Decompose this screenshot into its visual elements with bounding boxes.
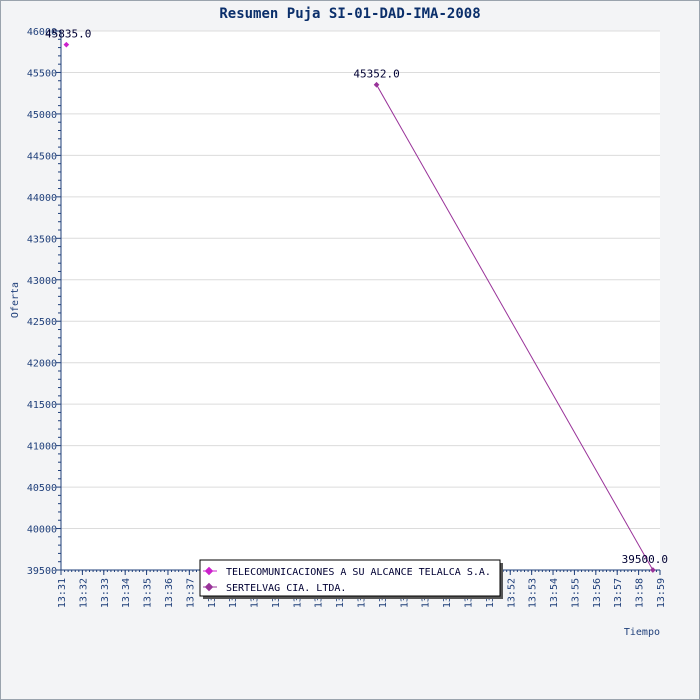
- y-tick-label: 42500: [27, 317, 57, 328]
- plot-area: [61, 31, 660, 570]
- y-tick-label: 41000: [27, 442, 57, 453]
- data-point: [373, 81, 380, 88]
- data-label: 45835.0: [45, 28, 91, 41]
- y-tick-label: 39500: [27, 566, 57, 577]
- x-tick-label: 13:52: [506, 578, 517, 608]
- y-axis-ticks: 39500 40000 40500 41000 41500 42000 42500 43000…: [27, 27, 57, 577]
- x-tick-label: 13:53: [528, 578, 539, 608]
- legend-box: [199, 559, 501, 597]
- data-label: 39500.0: [622, 553, 668, 566]
- y-tick-label: 43000: [27, 276, 57, 287]
- x-tick-label: 13:57: [613, 578, 624, 608]
- y-tick-label: 45500: [27, 68, 57, 79]
- x-axis-title: Tiempo: [624, 627, 660, 638]
- x-tick-label: 13:32: [78, 578, 89, 608]
- x-tick-label: 13:55: [570, 578, 581, 608]
- x-tick-label: 13:58: [635, 578, 646, 608]
- x-tick-label: 13:33: [100, 578, 111, 608]
- legend-label: TELECOMUNICACIONES A SU ALCANCE TELALCA …: [226, 567, 491, 578]
- x-tick-label: 13:37: [185, 578, 196, 608]
- y-tick-label: 45000: [27, 110, 57, 121]
- data-label: 45352.0: [353, 68, 399, 81]
- x-tick-label: 13:56: [592, 578, 603, 608]
- x-tick-label: 13:34: [121, 578, 132, 608]
- y-tick-label: 41500: [27, 400, 57, 411]
- y-tick-label: 43500: [27, 234, 57, 245]
- y-tick-label: 46000: [27, 27, 57, 38]
- x-tick-label: 13:35: [143, 578, 154, 608]
- y-tick-label: 42000: [27, 359, 57, 370]
- x-tick-label: 13:54: [549, 578, 560, 608]
- y-tick-label: 44000: [27, 193, 57, 204]
- series-layer: 45835.0 45352.0 39500.0: [45, 28, 668, 573]
- y-axis-title: Oferta: [10, 282, 21, 318]
- data-point: [650, 567, 656, 573]
- x-tick-label: 13:31: [57, 578, 68, 608]
- y-tick-label: 40500: [27, 483, 57, 494]
- y-tick-label: 44500: [27, 151, 57, 162]
- series-line-1: [376, 84, 654, 571]
- x-tick-label: 13:36: [164, 578, 175, 608]
- legend: TELECOMUNICACIONES A SU ALCANCE TELALCA …: [199, 559, 503, 599]
- chart-title: Resumen Puja SI-01-DAD-IMA-2008: [219, 6, 480, 22]
- legend-label: SERTELVAG CIA. LTDA.: [226, 583, 346, 594]
- x-tick-label: 13:59: [656, 578, 667, 608]
- y-tick-label: 40000: [27, 525, 57, 536]
